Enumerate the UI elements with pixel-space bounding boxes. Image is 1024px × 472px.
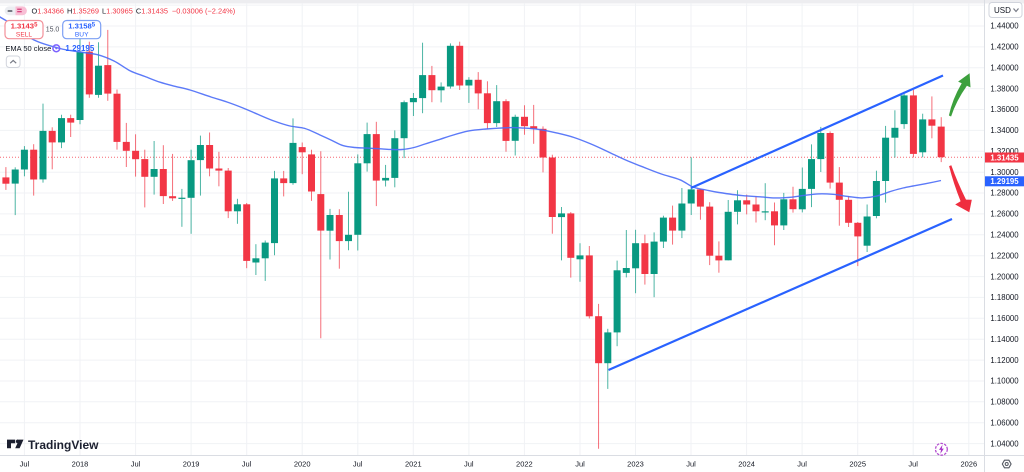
svg-text:2024: 2024	[738, 459, 755, 468]
svg-text:1.04000: 1.04000	[990, 439, 1019, 448]
svg-text:2018: 2018	[72, 459, 89, 468]
svg-text:1.16000: 1.16000	[990, 314, 1019, 323]
svg-text:2021: 2021	[405, 459, 422, 468]
svg-text:1.44000: 1.44000	[990, 22, 1019, 31]
svg-text:1.12000: 1.12000	[990, 356, 1019, 365]
svg-text:Jul: Jul	[131, 459, 141, 468]
svg-text:BUY: BUY	[75, 31, 89, 38]
svg-text:EMA 50 close: EMA 50 close	[5, 44, 51, 53]
svg-text:1.31435: 1.31435	[11, 21, 39, 30]
svg-text:Jul: Jul	[464, 459, 474, 468]
svg-text:1.28000: 1.28000	[990, 189, 1019, 198]
svg-text:1.20000: 1.20000	[990, 272, 1019, 281]
svg-text:Jul: Jul	[353, 459, 363, 468]
svg-text:1.24000: 1.24000	[990, 231, 1019, 240]
svg-text:1.18000: 1.18000	[990, 293, 1019, 302]
svg-text:TradingView: TradingView	[28, 438, 99, 452]
svg-text:1.36000: 1.36000	[990, 105, 1019, 114]
svg-text:1.40000: 1.40000	[990, 64, 1019, 73]
svg-text:Jul: Jul	[20, 459, 30, 468]
svg-text:2023: 2023	[627, 459, 644, 468]
svg-text:1.31435: 1.31435	[990, 153, 1019, 162]
svg-text:1.26000: 1.26000	[990, 210, 1019, 219]
svg-text:Jul: Jul	[908, 459, 918, 468]
svg-text:1.34000: 1.34000	[990, 126, 1019, 135]
svg-text:2022: 2022	[516, 459, 533, 468]
svg-text:1.30000: 1.30000	[990, 168, 1019, 177]
svg-text:1.10000: 1.10000	[990, 377, 1019, 386]
svg-text:Jul: Jul	[797, 459, 807, 468]
svg-text:2020: 2020	[294, 459, 311, 468]
svg-text:1.31585: 1.31585	[68, 21, 96, 30]
svg-text:Jul: Jul	[575, 459, 585, 468]
svg-text:Jul: Jul	[686, 459, 696, 468]
svg-text:1.29195: 1.29195	[990, 177, 1019, 186]
svg-text:1.32000: 1.32000	[990, 147, 1019, 156]
svg-text:USD: USD	[994, 6, 1011, 15]
svg-text:1.29195: 1.29195	[65, 44, 94, 53]
svg-text:SELL: SELL	[16, 31, 32, 38]
svg-text:1.22000: 1.22000	[990, 251, 1019, 260]
svg-text:15.0: 15.0	[46, 26, 60, 33]
svg-text:1.06000: 1.06000	[990, 418, 1019, 427]
svg-text:2019: 2019	[183, 459, 200, 468]
svg-text:2026: 2026	[960, 459, 977, 468]
svg-text:1.42000: 1.42000	[990, 43, 1019, 52]
svg-text:1.08000: 1.08000	[990, 398, 1019, 407]
svg-text:1.14000: 1.14000	[990, 335, 1019, 344]
svg-text:Jul: Jul	[242, 459, 252, 468]
svg-text:2025: 2025	[849, 459, 866, 468]
svg-text:1.38000: 1.38000	[990, 84, 1019, 93]
